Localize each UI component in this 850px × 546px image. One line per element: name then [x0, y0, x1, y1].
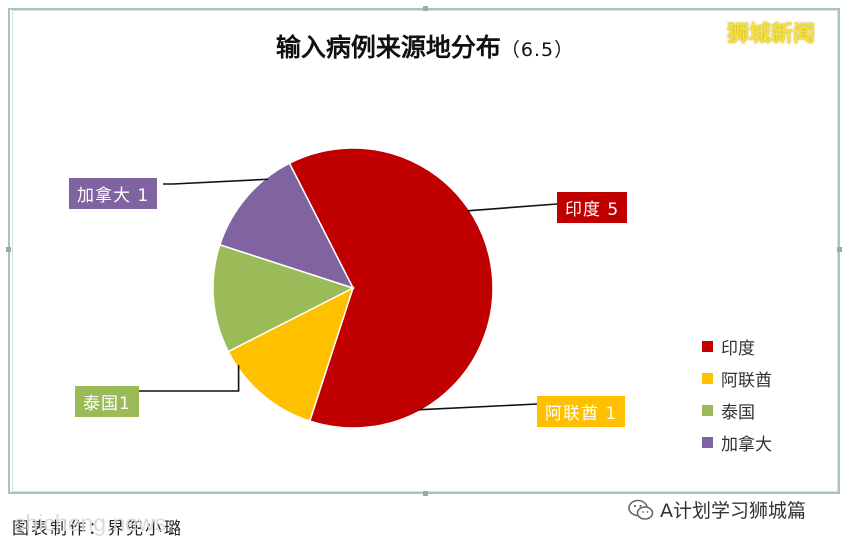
data-label-thailand: 泰国1: [75, 386, 139, 417]
legend-item: 阿联酋: [702, 362, 772, 394]
legend-label: 加拿大: [721, 434, 772, 455]
legend-label: 泰国: [721, 402, 755, 423]
legend-item: 泰国: [702, 394, 772, 426]
resize-handle[interactable]: [837, 247, 842, 252]
leader-line-canada: [163, 178, 269, 185]
chart-title-main: 输入病例来源地分布: [275, 33, 501, 62]
legend-swatch: [702, 372, 713, 384]
legend-item: 印度: [702, 330, 772, 362]
legend-label: 印度: [721, 338, 755, 359]
legend-swatch: [702, 436, 713, 448]
resize-handle[interactable]: [6, 247, 11, 252]
resize-handle[interactable]: [423, 6, 428, 11]
data-label-canada: 加拿大 1: [69, 178, 158, 209]
legend: 印度 阿联酋 泰国 加拿大: [702, 330, 772, 458]
legend-item: 加拿大: [702, 426, 772, 458]
legend-label: 阿联酋: [721, 370, 772, 391]
leader-line-uae: [417, 403, 538, 411]
data-label-india: 印度 5: [557, 192, 628, 223]
legend-swatch: [702, 404, 713, 416]
resize-handle[interactable]: [423, 491, 428, 496]
chart-title-sub: （6.5）: [500, 39, 575, 61]
wechat-account: A计划学习狮城篇: [628, 496, 806, 523]
pie-slice-thailand: [212, 243, 355, 353]
chart-title: 输入病例来源地分布（6.5）: [0, 28, 850, 64]
leader-line-thailand: [137, 365, 240, 392]
pie-slice-india: [288, 147, 494, 429]
wechat-account-name: A计划学习狮城篇: [660, 500, 806, 522]
pie-slice-canada: [218, 162, 355, 290]
chart-credit: 图表制作：界兜小璐: [12, 519, 183, 539]
data-label-uae: 阿联酋 1: [537, 396, 626, 427]
legend-swatch: [702, 340, 713, 352]
watermark-logo: 狮城新闻: [727, 22, 816, 47]
pie-slice-uae: [227, 286, 355, 423]
wechat-icon: [628, 499, 654, 520]
leader-line-india: [467, 203, 558, 212]
watermark-url: shicheng.news: [14, 510, 167, 536]
